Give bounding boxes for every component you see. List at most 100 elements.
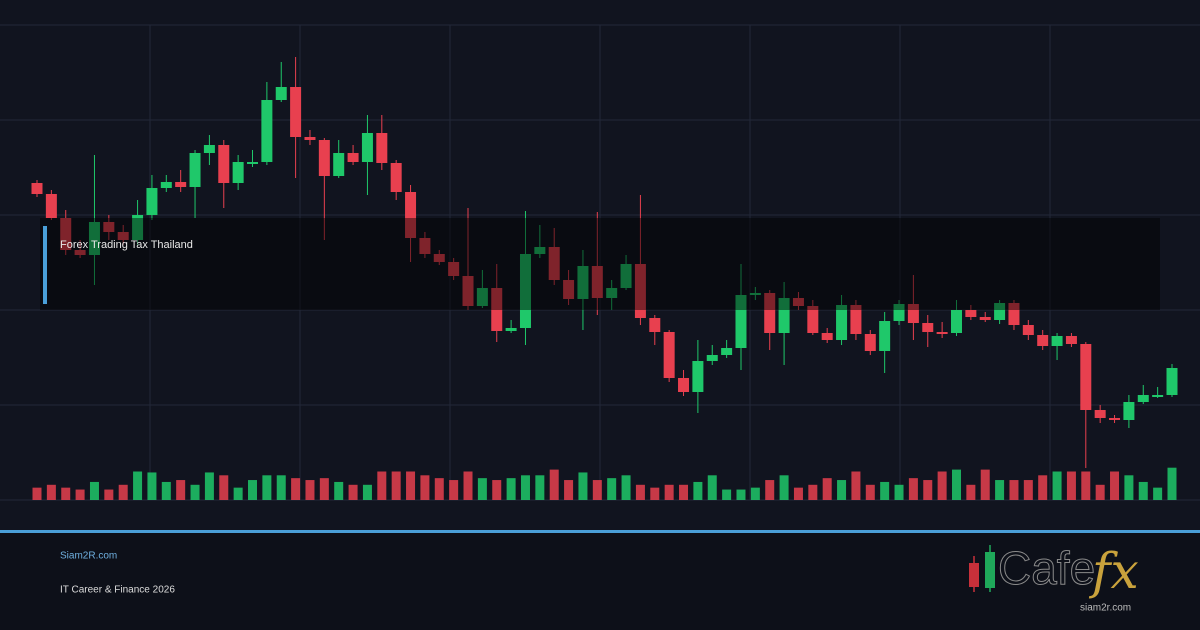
volume-bar xyxy=(1153,487,1163,500)
logo-accent: fx xyxy=(1088,542,1139,600)
candle-body xyxy=(390,163,402,192)
volume-bar xyxy=(1066,471,1076,500)
candle-body xyxy=(261,100,273,162)
candle-body xyxy=(117,232,129,240)
candle-body xyxy=(1137,395,1149,402)
volume-bar xyxy=(750,487,760,500)
logo-candle xyxy=(985,552,995,588)
volume-bar xyxy=(1167,467,1177,500)
volume-bar xyxy=(822,478,832,500)
footer-bg xyxy=(0,533,1200,630)
candle-body xyxy=(1037,335,1049,346)
candle-body xyxy=(950,310,962,333)
candle-body xyxy=(203,145,215,153)
volume-bar xyxy=(535,475,545,500)
candle-body xyxy=(893,304,905,321)
candle-body xyxy=(907,304,919,323)
candle-body xyxy=(1051,336,1063,346)
volume-bar xyxy=(1052,471,1062,500)
volume-bar xyxy=(679,484,689,500)
volume-bar xyxy=(851,471,861,500)
volume-bar xyxy=(592,480,602,500)
volume-bar xyxy=(664,484,674,500)
volume-bar xyxy=(995,480,1005,500)
volume-bar xyxy=(176,480,186,500)
candle-body xyxy=(146,188,158,215)
volume-bar xyxy=(190,484,200,500)
candle-body xyxy=(792,298,804,306)
volume-bar xyxy=(434,478,444,500)
candle-body xyxy=(807,306,819,333)
logo-domain: siam2r.com xyxy=(1080,603,1131,614)
volume-bar xyxy=(1009,480,1019,500)
candle-body xyxy=(189,153,201,187)
logo-brand: Cafe xyxy=(998,542,1095,594)
volume-bar xyxy=(463,471,473,500)
volume-bar xyxy=(865,484,875,500)
candles xyxy=(31,57,1178,468)
volume-bar xyxy=(1110,471,1120,500)
volume-bar xyxy=(722,489,732,500)
volume-bar xyxy=(621,475,631,500)
candle-body xyxy=(519,254,531,328)
candle-body xyxy=(376,133,388,163)
logo-icon xyxy=(969,545,995,592)
candle-body xyxy=(965,310,977,317)
candle-body xyxy=(764,293,776,333)
volume-bar xyxy=(1023,480,1033,500)
volume-bar xyxy=(492,480,502,500)
candle-body xyxy=(563,280,575,299)
candle-body xyxy=(1022,325,1034,335)
candle-body xyxy=(678,378,690,392)
volume-bar xyxy=(449,480,459,500)
candle-body xyxy=(232,162,244,183)
overlay-label: Forex Trading Tax Thailand xyxy=(60,239,193,251)
candle-body xyxy=(534,247,546,254)
candle-body xyxy=(462,276,474,306)
candle-body xyxy=(864,334,876,351)
candle-body xyxy=(60,218,72,250)
volume-bar xyxy=(923,480,933,500)
candle-body xyxy=(433,254,445,262)
volume-bar xyxy=(635,484,645,500)
volume-bar xyxy=(1124,475,1134,500)
volume-bar xyxy=(89,481,99,500)
volume-bar xyxy=(334,481,344,500)
candle-body xyxy=(419,238,431,254)
candle-body xyxy=(821,333,833,340)
candle-body xyxy=(347,153,359,162)
candle-body xyxy=(132,215,144,240)
volume-bar xyxy=(736,489,746,500)
candle-body xyxy=(1166,368,1178,395)
volume-bar xyxy=(765,480,775,500)
footer-tagline: IT Career & Finance 2026 xyxy=(60,585,175,596)
candle-body xyxy=(361,133,373,162)
candle-body xyxy=(591,266,603,298)
candle-body xyxy=(290,87,302,137)
candle-body xyxy=(45,194,57,218)
candle-body xyxy=(448,262,460,276)
divider xyxy=(0,530,1200,533)
volume-bar xyxy=(319,478,329,500)
volume-bar xyxy=(607,478,617,500)
candle-body xyxy=(1109,418,1121,420)
candle-body xyxy=(88,222,100,255)
volume-bar xyxy=(951,469,961,500)
volume-bar xyxy=(391,471,401,500)
candle-body xyxy=(548,247,560,280)
volume-bar xyxy=(276,475,286,500)
volume-bar xyxy=(305,480,315,500)
volume-bar xyxy=(32,487,42,500)
candle-body xyxy=(706,355,718,361)
volume-bar xyxy=(406,471,416,500)
candle-body xyxy=(1008,303,1020,325)
candle-body xyxy=(1065,336,1077,344)
volume-bar xyxy=(564,480,574,500)
candle-body xyxy=(491,288,503,331)
volume-bar xyxy=(118,484,128,500)
volume-bar xyxy=(650,487,660,500)
candle-body xyxy=(31,183,43,194)
volume-bar xyxy=(894,484,904,500)
candle-body xyxy=(318,140,330,176)
